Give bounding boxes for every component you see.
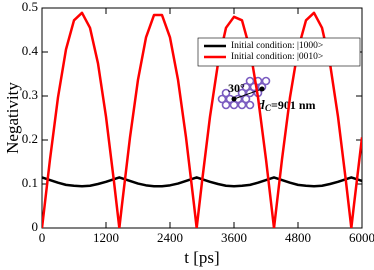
series-line: [42, 11, 362, 228]
distance-subscript: C: [265, 103, 272, 113]
y-axis-label: Negativity: [3, 82, 22, 154]
x-tick-label: 4800: [285, 230, 311, 245]
distance-symbol: d: [258, 97, 265, 112]
series-line: [42, 176, 362, 188]
y-tick-label: 0: [32, 219, 39, 234]
x-tick-label: 2400: [157, 230, 183, 245]
x-axis-label: t [ps]: [184, 248, 219, 267]
legend: Initial condition: |1000>Initial conditi…: [197, 37, 361, 67]
y-tick-label: 0.3: [22, 87, 38, 102]
legend-label: Initial condition: |0010>: [231, 52, 323, 62]
y-tick-label: 0.2: [22, 131, 38, 146]
y-tick-label: 0.1: [22, 175, 38, 190]
y-tick-label: 0.4: [22, 43, 39, 58]
legend-box: [197, 37, 361, 67]
plot-frame: [41, 7, 363, 229]
x-tick-label: 0: [39, 230, 46, 245]
legend-label: Initial condition: |1000>: [231, 41, 323, 51]
x-tick-label: 1200: [93, 230, 119, 245]
distance-value: =901 nm: [271, 98, 316, 112]
angle-label: 30°: [228, 81, 245, 95]
x-tick-label: 3600: [221, 230, 247, 245]
inset-diagram: 30° d C =901 nm: [217, 76, 316, 113]
y-tick-label: 0.5: [22, 0, 38, 14]
x-tick-label: 6000: [349, 230, 374, 245]
